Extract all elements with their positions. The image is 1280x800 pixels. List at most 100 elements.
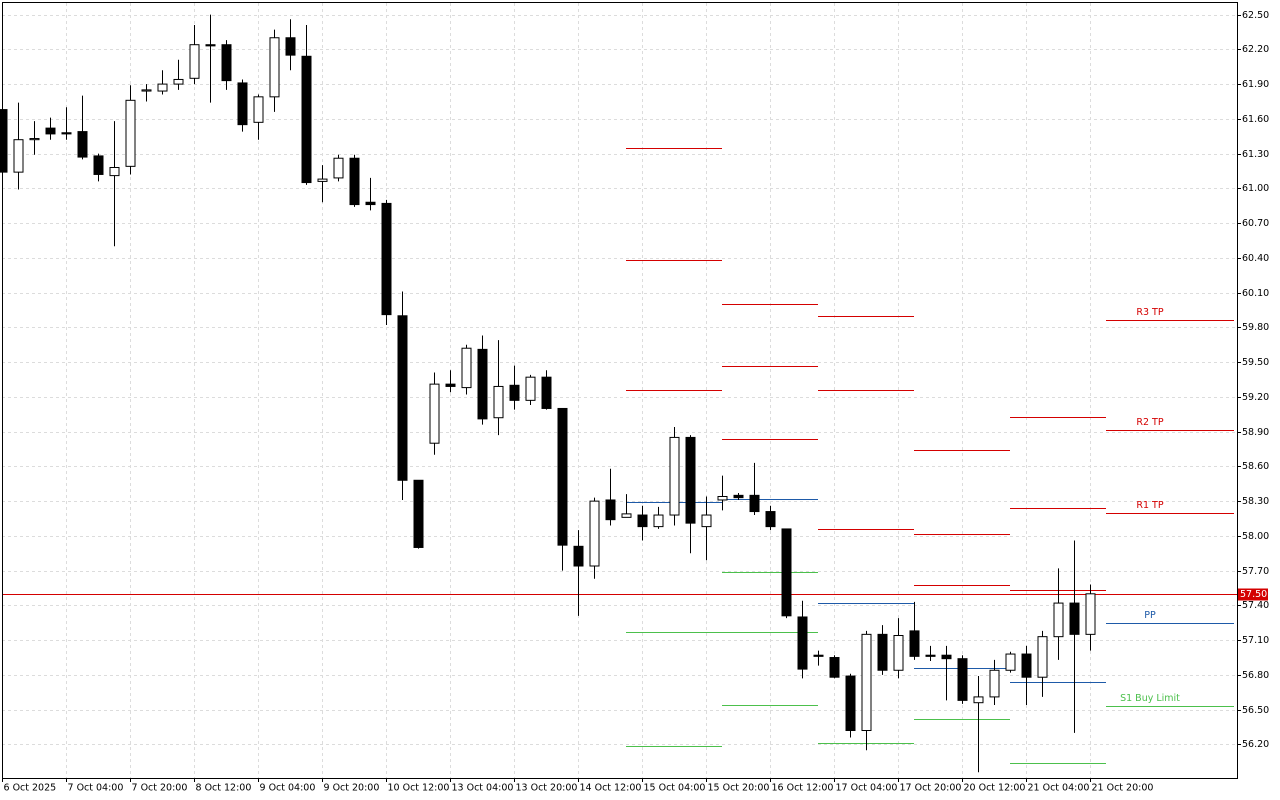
bull-body xyxy=(701,514,712,528)
y-tick-label: 56.20 xyxy=(1242,739,1269,750)
bear-body xyxy=(0,109,8,173)
bear-body xyxy=(909,630,920,657)
bull-body xyxy=(125,99,136,167)
bear-body xyxy=(205,44,216,47)
x-tick-label: 21 Oct 20:00 xyxy=(1092,783,1154,794)
plot-border xyxy=(2,2,1238,779)
x-tick-label: 13 Oct 04:00 xyxy=(452,783,514,794)
bull-body xyxy=(429,383,440,444)
x-tick-label: 14 Oct 12:00 xyxy=(580,783,642,794)
candle-layer xyxy=(0,14,1096,773)
bear-body xyxy=(237,82,248,126)
y-tick-label: 58.30 xyxy=(1242,496,1269,507)
resistance-label: R2 TP xyxy=(1136,417,1163,428)
pivot-label: PP xyxy=(1144,610,1156,621)
bear-body xyxy=(77,131,88,158)
bear-body xyxy=(749,494,760,513)
bear-body xyxy=(301,55,312,184)
y-tick-label: 58.60 xyxy=(1242,461,1269,472)
y-tick-label: 59.20 xyxy=(1242,392,1269,403)
bull-body xyxy=(1037,636,1048,678)
axis-layer: 62.50 62.20 61.90 61.60 61.30 61.00 60.70 60.40… xyxy=(2,10,1269,794)
grid-layer xyxy=(2,3,1237,778)
resistance-label: R3 TP xyxy=(1136,307,1163,318)
bear-body xyxy=(765,511,776,528)
bear-body xyxy=(733,494,744,499)
x-tick-label: 10 Oct 12:00 xyxy=(388,783,450,794)
bear-body xyxy=(605,499,616,521)
bear-body xyxy=(941,654,952,660)
y-tick-label: 59.80 xyxy=(1242,322,1269,333)
y-tick-label: 57.40 xyxy=(1242,600,1269,611)
current-price-label: 57.50 xyxy=(1240,589,1267,600)
bear-body xyxy=(61,132,72,135)
bear-body xyxy=(813,654,824,657)
bull-body xyxy=(861,633,872,732)
bear-body xyxy=(557,407,568,546)
y-tick-label: 56.80 xyxy=(1242,670,1269,681)
y-tick-label: 61.30 xyxy=(1242,149,1269,160)
y-tick-label: 58.00 xyxy=(1242,531,1269,542)
x-tick-label: 7 Oct 04:00 xyxy=(68,783,124,794)
bull-body xyxy=(525,376,536,401)
y-tick-label: 56.50 xyxy=(1242,705,1269,716)
y-tick-label: 62.20 xyxy=(1242,44,1269,55)
bear-body xyxy=(877,633,888,671)
bull-body xyxy=(317,178,328,182)
bull-body xyxy=(989,669,1000,698)
bull-body xyxy=(461,347,472,389)
bear-body xyxy=(445,383,456,387)
bull-body xyxy=(1005,653,1016,671)
bull-body xyxy=(493,385,504,419)
bear-body xyxy=(477,348,488,420)
x-tick-label: 13 Oct 20:00 xyxy=(516,783,578,794)
y-tick-label: 62.50 xyxy=(1242,10,1269,21)
bull-body xyxy=(29,138,40,141)
bull-body xyxy=(269,37,280,98)
x-tick-label: 9 Oct 20:00 xyxy=(324,783,380,794)
bear-body xyxy=(925,654,936,657)
bull-body xyxy=(621,513,632,518)
bull-body xyxy=(253,96,264,123)
y-tick-label: 60.10 xyxy=(1242,288,1269,299)
bear-body xyxy=(829,657,840,678)
bull-body xyxy=(141,89,152,92)
bull-body xyxy=(1053,602,1064,638)
bull-body xyxy=(1085,593,1096,635)
bear-body xyxy=(349,157,360,206)
bear-body xyxy=(381,202,392,316)
x-tick-label: 9 Oct 04:00 xyxy=(260,783,316,794)
bear-body xyxy=(1069,602,1080,635)
bear-body xyxy=(413,479,424,548)
bear-body xyxy=(221,44,232,82)
bear-body xyxy=(1021,653,1032,678)
x-tick-label: 15 Oct 20:00 xyxy=(708,783,770,794)
bull-body xyxy=(717,495,728,501)
y-tick-label: 60.40 xyxy=(1242,253,1269,264)
bull-body xyxy=(589,500,600,567)
x-tick-label: 7 Oct 20:00 xyxy=(132,783,188,794)
x-tick-label: 17 Oct 20:00 xyxy=(900,783,962,794)
current-price-box xyxy=(1238,588,1268,601)
bear-body xyxy=(45,127,56,135)
bear-body xyxy=(781,528,792,617)
x-tick-label: 20 Oct 12:00 xyxy=(964,783,1026,794)
bear-body xyxy=(845,675,856,732)
y-tick-label: 61.00 xyxy=(1242,183,1269,194)
bull-body xyxy=(189,44,200,79)
x-tick-label: 8 Oct 12:00 xyxy=(196,783,252,794)
bear-body xyxy=(509,384,520,401)
level-layer: R3 TP R2 TP R1 TP PP S1 Buy Limit xyxy=(2,148,1237,764)
bull-body xyxy=(973,696,984,704)
bear-body xyxy=(93,155,104,175)
bear-body xyxy=(573,545,584,567)
y-tick-label: 60.70 xyxy=(1242,218,1269,229)
x-tick-label: 21 Oct 04:00 xyxy=(1028,783,1090,794)
bear-body xyxy=(397,315,408,481)
bull-body xyxy=(669,436,680,516)
bear-body xyxy=(365,201,376,206)
bear-body xyxy=(797,616,808,670)
